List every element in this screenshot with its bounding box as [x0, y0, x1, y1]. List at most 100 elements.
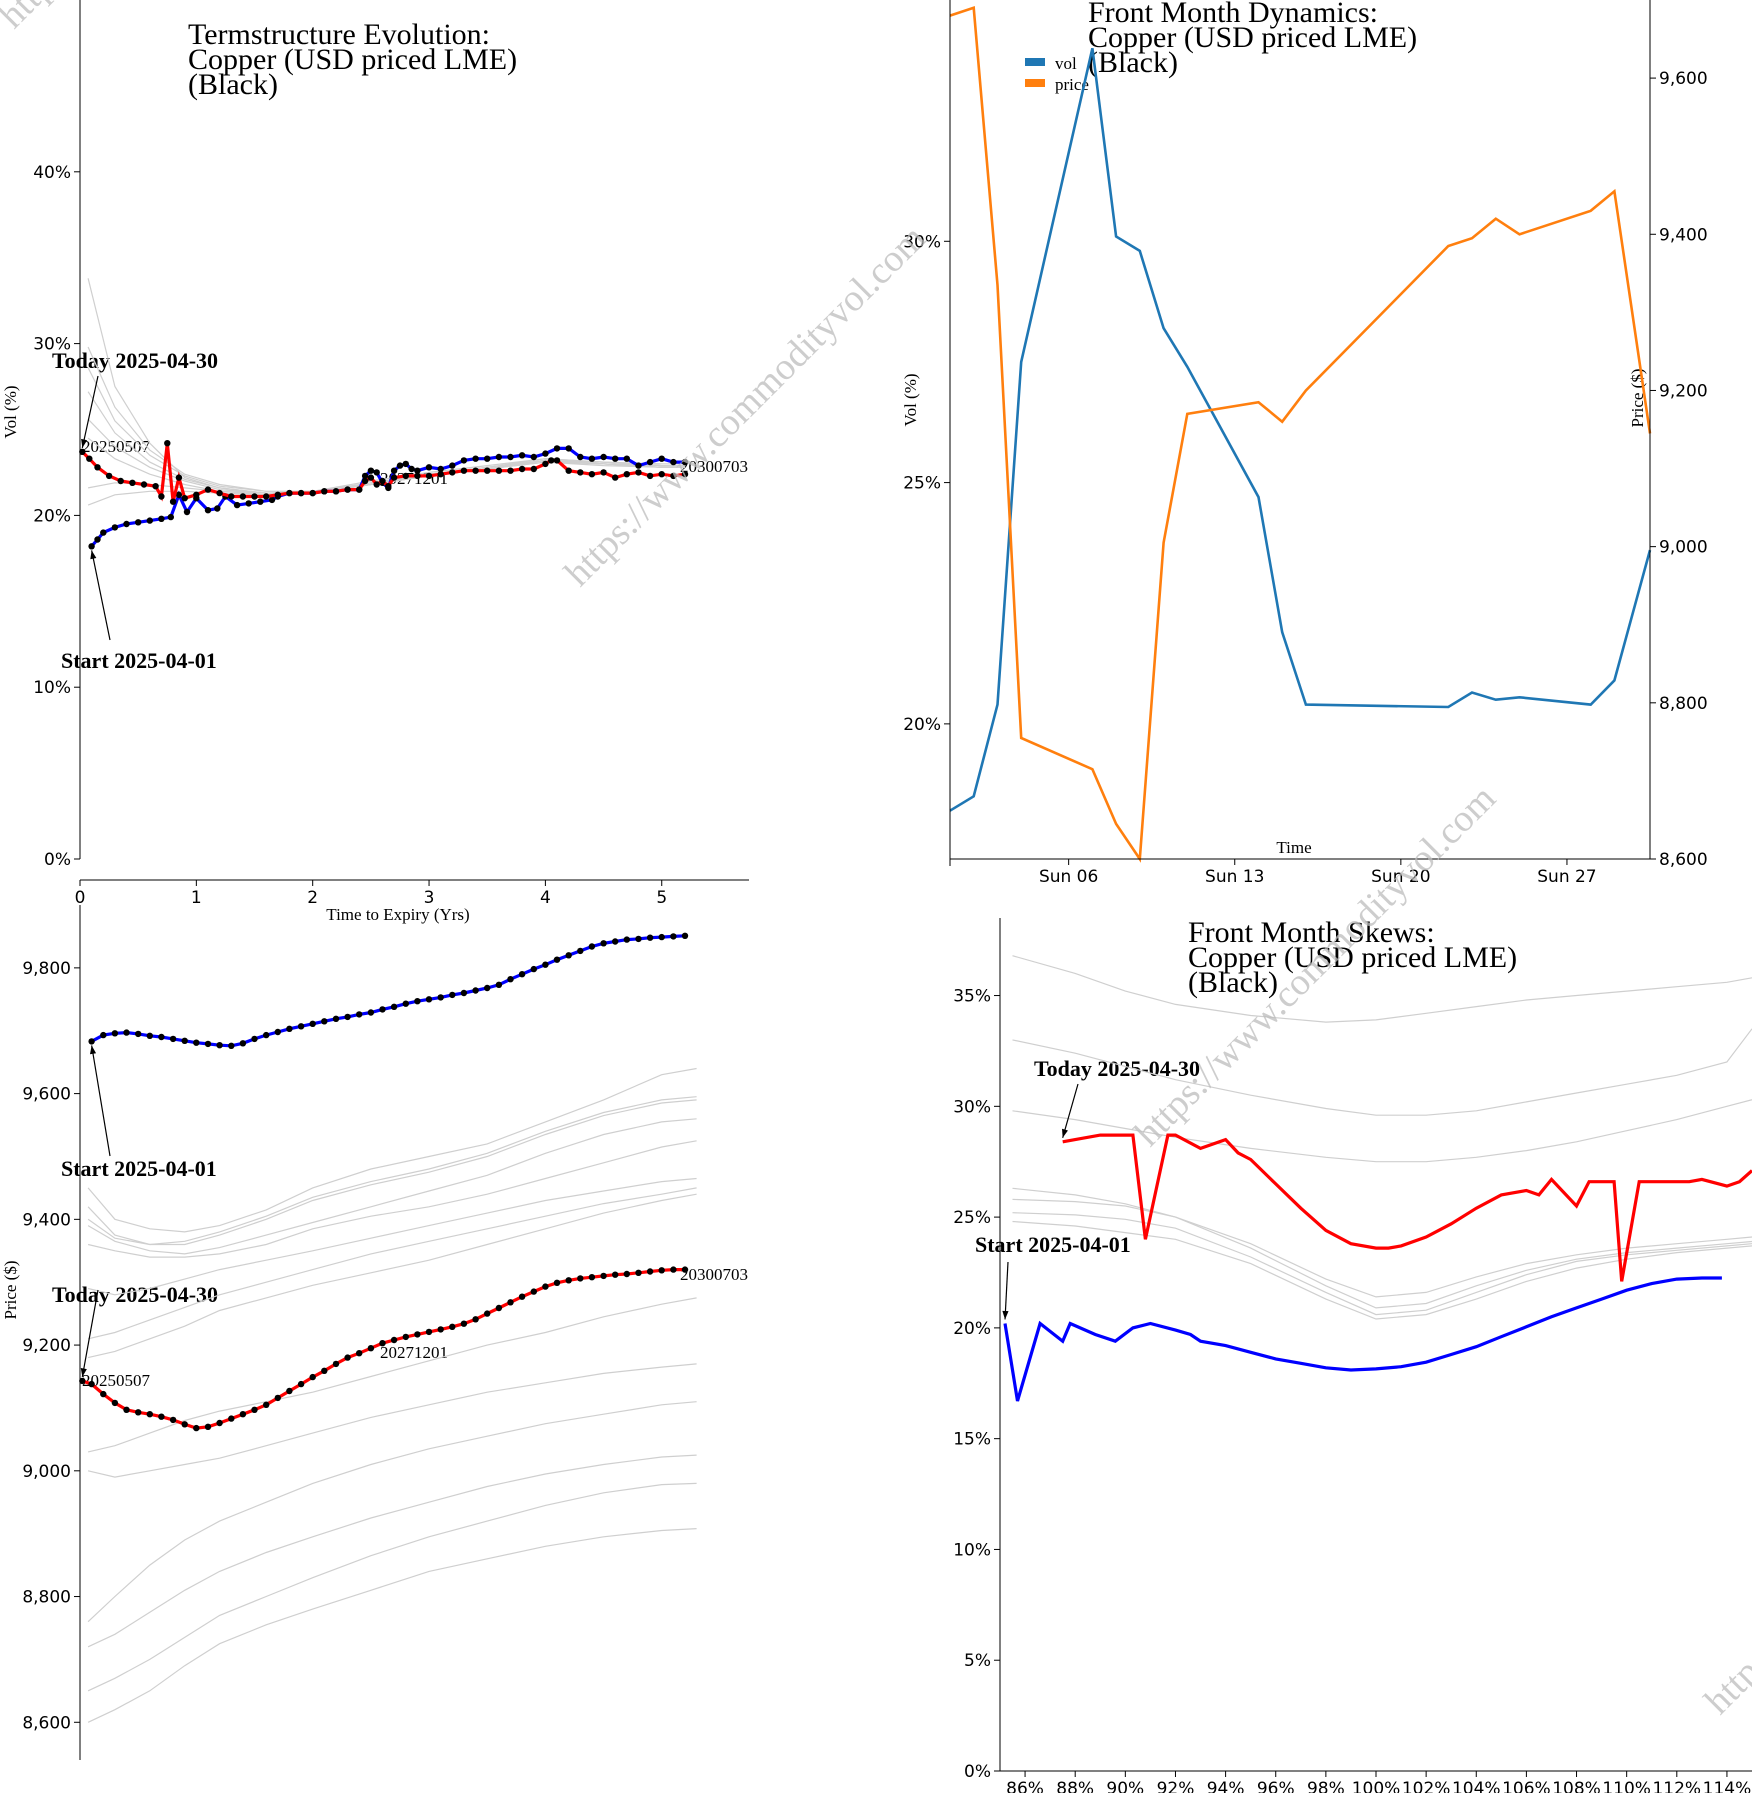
term-vol-x-tick-label: 5 [656, 888, 667, 908]
term-price-y-tick-label: 9,400 [22, 1210, 71, 1230]
term-vol-start-point [204, 507, 212, 514]
front-month-skews-chart: Front Month Skews: Copper (USD priced LM… [953, 916, 1752, 1793]
term-vol-today-point [321, 488, 328, 495]
term-price-start-point [169, 1035, 177, 1043]
term-vol-start-point [88, 543, 95, 550]
term-vol-today-point [263, 493, 270, 500]
dynamics-price-line [949, 6, 1652, 863]
term-price-today-point [565, 1277, 572, 1284]
term-price-chart: Price ($) Start 2025-04-01 Today 2025-04… [1, 905, 748, 1760]
term-price-start-point [402, 1000, 409, 1007]
term-vol-start-point [361, 472, 369, 480]
term-vol-start-point [373, 469, 380, 476]
term-vol-start-point [100, 529, 107, 536]
term-price-start-point [507, 976, 514, 983]
term-vol-start-point [518, 452, 526, 459]
term-vol-today-point [181, 495, 188, 502]
dynamics-y-tick-label: 20% [903, 715, 941, 735]
term-price-curve-label-last: 20300703 [680, 1265, 748, 1284]
term-vol-today-point [297, 489, 305, 497]
term-vol-start-point [425, 464, 433, 471]
skews-history-curve-1 [1012, 1028, 1752, 1116]
skews-x-tick-label: 102% [1402, 1779, 1451, 1793]
skews-y-tick-label: 10% [953, 1540, 991, 1560]
skews-start-arrow [1004, 1261, 1009, 1320]
term-price-today-point [367, 1345, 375, 1352]
term-vol-start-point [158, 515, 165, 522]
term-price-y-tick-label: 9,800 [22, 959, 71, 979]
term-price-start-point [518, 971, 526, 978]
term-price-history-curve-9 [87, 1363, 697, 1478]
term-vol-today-point [588, 471, 596, 478]
skews-y-tick-label: 25% [953, 1208, 991, 1228]
term-vol-today-point [507, 467, 514, 474]
term-price-curve-label-mid: 20271201 [380, 1343, 448, 1362]
dynamics-x-tick-label: Sun 13 [1205, 867, 1264, 887]
skews-today-curve [1062, 1133, 1752, 1282]
term-price-start-annotation: Start 2025-04-01 [61, 1156, 217, 1181]
term-vol-start-point [437, 465, 444, 473]
term-vol-today-point [204, 486, 212, 493]
term-vol-today-point [367, 474, 375, 481]
term-vol-today-point [681, 471, 689, 478]
skews-x-tick-label: 88% [1056, 1779, 1094, 1793]
term-price-history-curve-6 [87, 1187, 697, 1340]
term-price-today-point [507, 1299, 514, 1306]
term-vol-start-point [94, 536, 101, 543]
term-price-start-point [367, 1009, 375, 1016]
term-vol-title-line-1: Termstructure Evolution: [188, 18, 490, 51]
dynamics-y-tick-label: 25% [903, 474, 941, 494]
term-vol-x-tick-label: 2 [307, 888, 318, 908]
term-vol-chart: Termstructure Evolution: Copper (USD pri… [1, 0, 749, 924]
term-vol-today-point [216, 489, 223, 497]
term-vol-start-point [495, 453, 503, 461]
skews-x-tick-label: 100% [1352, 1779, 1401, 1793]
term-price-start-point [495, 981, 503, 988]
term-vol-start-point [396, 462, 404, 469]
term-price-start-point [460, 989, 468, 997]
term-vol-today-point [390, 474, 398, 481]
term-price-start-point [600, 940, 607, 947]
term-price-today-point [379, 1340, 386, 1347]
term-vol-start-point [542, 450, 549, 457]
term-price-history-curve-11 [87, 1454, 697, 1648]
term-vol-today-point [402, 472, 409, 480]
front-month-dynamics-chart: Front Month Dynamics: Copper (USD priced… [901, 0, 1708, 887]
term-vol-start-point [670, 458, 677, 466]
term-price-start-point [344, 1013, 351, 1021]
skews-title-line-1: Front Month Skews: [1188, 916, 1435, 949]
term-price-today-point [123, 1406, 130, 1414]
term-price-today-point [600, 1272, 607, 1280]
skews-y-tick-label: 30% [953, 1097, 991, 1117]
term-vol-today-point [612, 474, 619, 481]
dynamics-right-tick-label: 9,000 [1659, 538, 1708, 558]
term-price-start-curve [90, 934, 686, 1048]
term-vol-today-point [129, 479, 136, 486]
skews-x-tick-label: 110% [1602, 1779, 1651, 1793]
term-price-today-point [193, 1424, 200, 1432]
term-vol-y-tick-label: 30% [33, 335, 71, 355]
term-vol-today-point [518, 465, 526, 473]
term-price-today-point [356, 1350, 363, 1357]
term-vol-start-point [214, 505, 221, 512]
skews-start-annotation: Start 2025-04-01 [975, 1232, 1131, 1257]
term-price-history-curve-5 [87, 1177, 697, 1296]
term-price-start-point [263, 1031, 270, 1039]
term-price-start-point [146, 1032, 153, 1040]
skews-x-tick-label: 94% [1207, 1779, 1245, 1793]
skews-x-tick-label: 114% [1703, 1779, 1752, 1793]
term-price-history-curve-12 [87, 1482, 697, 1692]
term-vol-x-tick-label: 3 [424, 888, 435, 908]
term-price-start-point [228, 1042, 235, 1050]
term-price-today-arrow-head [80, 1368, 87, 1377]
term-price-today-point [135, 1409, 142, 1416]
term-price-history-curve-4 [87, 1140, 697, 1258]
term-vol-start-point [408, 465, 415, 473]
term-vol-today-point [105, 472, 113, 480]
term-vol-today-point [239, 493, 247, 500]
skews-today-arrow [1062, 1083, 1079, 1138]
term-price-start-point [204, 1040, 212, 1048]
term-price-today-point [670, 1266, 677, 1273]
dynamics-right-tick-label: 8,600 [1659, 850, 1708, 870]
